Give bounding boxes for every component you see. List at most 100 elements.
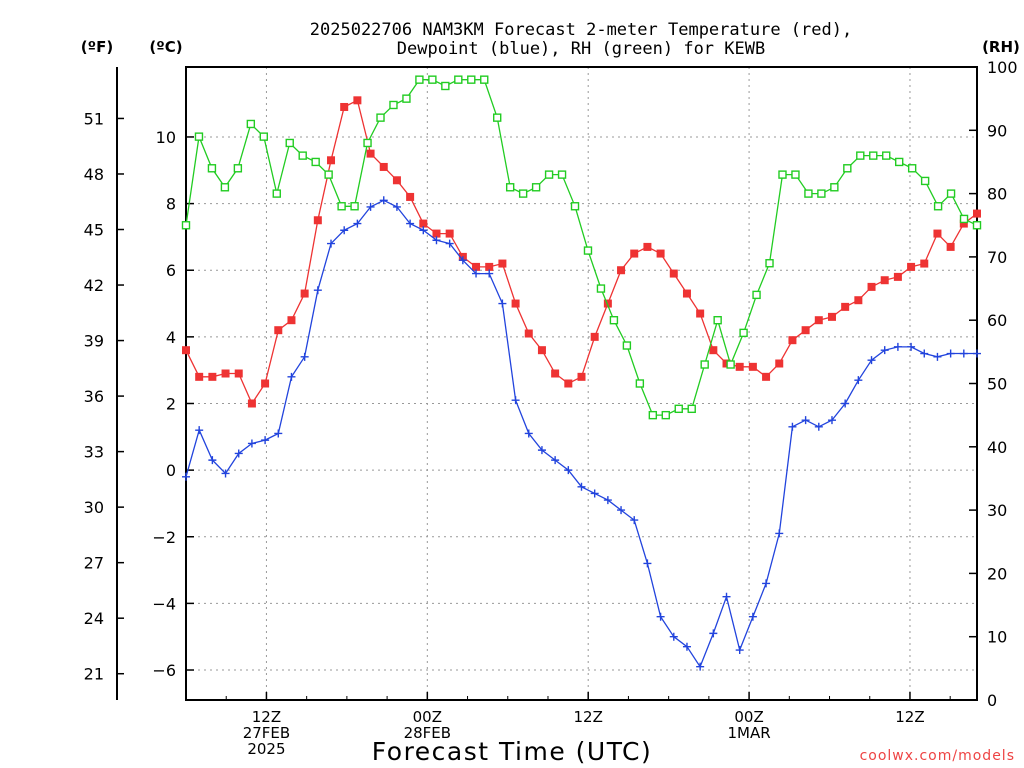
rh-point — [259, 132, 269, 141]
rh-tick-label: 30 — [987, 501, 1007, 520]
temperature-point — [221, 369, 230, 378]
fahrenheit-tick-label: 30 — [84, 498, 104, 517]
dewpoint-point — [511, 396, 520, 405]
celsius-tick-label: 4 — [166, 328, 176, 347]
rh-tick-label: 70 — [987, 248, 1007, 267]
dewpoint-point — [274, 429, 283, 438]
rh-point — [661, 410, 670, 420]
temperature-point — [709, 346, 718, 355]
rh-point — [739, 328, 748, 338]
dewpoint-point — [208, 456, 217, 465]
dewpoint-point — [419, 226, 428, 235]
rh-point — [830, 183, 839, 192]
fahrenheit-tick-label: 39 — [84, 332, 104, 351]
temperature-point — [327, 156, 336, 165]
dewpoint-point — [366, 202, 375, 211]
rh-point — [505, 183, 515, 192]
dewpoint-point — [353, 219, 362, 228]
temperature-point — [827, 312, 836, 321]
dewpoint-point — [406, 219, 415, 228]
x-tick-label: 1MAR — [727, 724, 770, 742]
dewpoint-point — [656, 612, 665, 621]
temperature-point — [946, 242, 955, 251]
rh-point — [531, 183, 541, 192]
rh-point — [402, 94, 411, 103]
temperature-point — [379, 162, 388, 171]
temperature-point — [313, 216, 322, 225]
fahrenheit-tick-label: 33 — [84, 443, 104, 462]
rh-point — [518, 189, 528, 198]
dewpoint-point — [682, 642, 691, 651]
temperature-point — [208, 372, 217, 381]
fahrenheit-tick-label: 27 — [84, 554, 104, 573]
rh-tick-label: 0 — [987, 691, 997, 710]
temperature-point — [472, 262, 481, 271]
rh-point — [907, 164, 917, 173]
rh-point — [428, 75, 437, 84]
temperature-point — [195, 372, 204, 381]
celsius-tick-label: −6 — [152, 661, 176, 680]
dewpoint-point — [630, 516, 639, 525]
watermark: coolwx.com/models — [860, 748, 1015, 764]
dewpoint-point — [327, 239, 336, 248]
dewpoint-point — [313, 286, 322, 295]
series-dewpoint — [182, 196, 981, 671]
dewpoint-point — [801, 416, 810, 425]
dewpoint-point — [564, 466, 573, 475]
rh-point — [817, 189, 826, 198]
rh-point — [350, 202, 359, 211]
chart-title-line-1: 2025022706 NAM3KM Forecast 2-meter Tempe… — [310, 20, 852, 40]
temperature-point — [643, 242, 652, 251]
dewpoint-point — [814, 422, 823, 431]
rh-point — [804, 189, 813, 198]
temperature-point — [590, 332, 599, 341]
dewpoint-point — [537, 446, 546, 455]
rh-point — [493, 113, 502, 122]
rh-tick-label: 90 — [987, 121, 1007, 140]
dewpoint-point — [867, 356, 876, 365]
axes: 2124273033363942454851−6−4−2024681001020… — [84, 58, 1018, 758]
dewpoint-point — [880, 346, 889, 355]
dewpoint-point — [234, 449, 243, 458]
temperature-point — [274, 326, 283, 335]
dewpoint-point — [709, 629, 718, 638]
temperature-point — [630, 249, 639, 258]
series-temperature — [182, 96, 981, 408]
temperature-point — [445, 229, 454, 238]
rh-point — [454, 75, 463, 84]
rh-tick-label: 50 — [987, 375, 1007, 394]
temperature-point — [537, 346, 546, 355]
temperature-point — [920, 259, 929, 268]
temperature-point — [762, 372, 771, 381]
dewpoint-point — [590, 489, 599, 498]
temperature-point — [814, 316, 823, 325]
dewpoint-point — [907, 342, 916, 351]
rh-point — [882, 151, 891, 160]
fahrenheit-tick-label: 36 — [84, 387, 104, 406]
rh-point — [791, 170, 800, 179]
rh-point — [726, 360, 735, 369]
dewpoint-point — [551, 456, 560, 465]
rh-point — [959, 214, 969, 224]
dewpoint-point — [920, 349, 929, 358]
rh-point — [609, 316, 619, 325]
celsius-tick-label: 10 — [156, 128, 176, 147]
temperature-point — [748, 362, 757, 371]
dewpoint-point — [379, 196, 388, 205]
temperature-point — [392, 176, 401, 185]
rh-point — [920, 176, 930, 186]
rh-point — [933, 202, 943, 211]
rh-point — [713, 316, 722, 325]
fahrenheit-tick-label: 24 — [84, 609, 104, 628]
temperature-point — [182, 346, 190, 355]
dewpoint-point — [827, 416, 836, 425]
dewpoint-point — [748, 612, 757, 621]
dewpoint-point — [893, 342, 902, 351]
dewpoint-point — [735, 646, 744, 655]
x-tick-label: 12Z — [895, 708, 924, 726]
rh-point — [894, 157, 904, 167]
rh-unit-label: (RH) — [982, 38, 1020, 56]
temperature-point — [867, 282, 876, 291]
dewpoint-point — [617, 506, 626, 515]
